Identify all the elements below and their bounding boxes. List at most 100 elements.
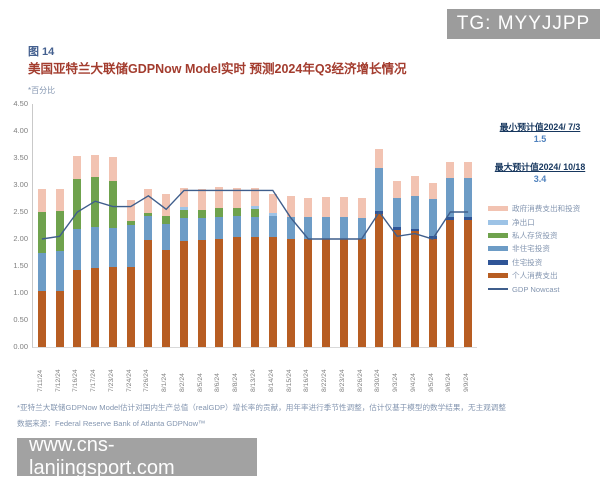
stacked-bar-8-8-24 (233, 187, 242, 347)
y-tick-label: 3.50 (13, 153, 28, 162)
gdp-nowcast-line (41, 189, 469, 240)
x-tick-label: 8/22/24 (321, 369, 329, 392)
x-axis-labels: 7/11/24 7/12/24 7/16/24 7/17/24 7/23/24 7/24/… (32, 350, 476, 392)
website-watermark: www.cns-lanjingsport.com (17, 434, 257, 479)
bar-segment (304, 239, 313, 347)
max-estimate-value: 3.4 (533, 174, 547, 184)
stacked-bar-9-3-24 (393, 181, 402, 347)
bar-segment (251, 237, 259, 347)
legend-label: 非住宅投资 (512, 244, 550, 254)
legend-label: 住宅投资 (512, 257, 543, 267)
bar-segment (410, 196, 419, 229)
bar-segment (446, 217, 455, 221)
bar-segment (393, 181, 402, 198)
bar-segment (108, 267, 117, 347)
bar-segment (322, 196, 331, 218)
bar-segment (126, 220, 135, 226)
bar-segment (197, 210, 206, 218)
bar-segment (197, 239, 206, 347)
bar-segment (410, 228, 419, 232)
bar-segment (322, 239, 331, 347)
bar-segment (428, 236, 437, 239)
figure-number: 图 14 (28, 46, 55, 58)
bar-segment (73, 156, 82, 179)
bar-segment (55, 251, 64, 292)
legend-label: 私人存货投资 (512, 230, 558, 240)
bar-segment (393, 197, 402, 228)
bar-segment (464, 178, 473, 218)
stacked-bar-7-12-24 (55, 188, 64, 347)
bar-segment (251, 216, 259, 238)
y-tick-label: 4.50 (13, 99, 28, 108)
bar-segment (215, 238, 224, 347)
stacked-bar-8-23-24 (339, 196, 348, 347)
bar-segment (322, 217, 331, 239)
bar-segment (73, 270, 82, 347)
y-tick-label: 3.00 (13, 180, 28, 189)
stacked-bar-8-6-24 (215, 187, 224, 347)
x-tick-label: 7/24/24 (125, 369, 133, 392)
bar-segment (446, 162, 455, 179)
bar-segment (410, 176, 419, 197)
x-tick-label: 7/11/24 (36, 369, 44, 392)
x-tick-label: 8/5/24 (196, 373, 204, 392)
bar-segment (357, 239, 366, 347)
bar-segment (197, 189, 206, 211)
legend-color-swatch (488, 246, 508, 252)
bar-segment (286, 238, 295, 347)
stacked-bar-8-15-24 (286, 196, 295, 347)
y-tick-label: 0.50 (13, 315, 28, 324)
legend-color-swatch (488, 206, 508, 212)
bar-segment (144, 215, 153, 240)
stacked-bar-9-6-24 (446, 162, 455, 347)
x-tick-label: 7/12/24 (54, 369, 62, 392)
x-tick-label: 7/17/24 (90, 369, 98, 392)
bar-segment (233, 237, 242, 347)
max-estimate-label: 最大预计值2024/ 10/18 (494, 162, 586, 172)
legend-label: 个人消费支出 (512, 271, 558, 281)
bar-segment (375, 148, 384, 169)
bar-segment (144, 212, 153, 216)
x-tick-label: 8/16/24 (303, 369, 311, 392)
stacked-bar-8-16-24 (304, 197, 313, 347)
stacked-bar-7-11-24 (37, 188, 46, 347)
bar-segment (91, 177, 100, 228)
footnote: *亚特兰大联储GDPNow Model估计对国内生产总值（realGDP）增长率… (17, 403, 506, 412)
x-tick-label: 8/14/24 (267, 369, 275, 392)
x-tick-label: 8/30/24 (374, 369, 382, 392)
bar-segment (286, 196, 295, 217)
bar-segment (357, 217, 366, 239)
bar-segment (144, 188, 153, 213)
bar-segment (375, 214, 384, 347)
bar-segment (55, 188, 64, 212)
bar-segment (37, 253, 46, 292)
bar-segment (91, 227, 100, 268)
bar-segment (464, 220, 473, 347)
stacked-bar-7-23-24 (108, 156, 117, 347)
chart-title: 美国亚特兰大联储GDPNow Model实时 预测2024年Q3经济增长情况 (28, 62, 407, 76)
bar-segment (126, 199, 135, 221)
min-estimate-value: 1.5 (533, 134, 547, 144)
stacked-bar-8-22-24 (322, 196, 331, 347)
bar-segment (251, 206, 259, 209)
gdpnow-stacked-bar-chart (32, 104, 477, 348)
bar-segment (446, 178, 455, 218)
x-tick-label: 7/23/24 (107, 369, 115, 392)
bar-segment (339, 238, 348, 347)
legend-color-swatch (488, 259, 508, 265)
legend-item: 个人消费支出 (488, 269, 600, 282)
legend-label: 净出口 (512, 217, 535, 227)
bar-segment (428, 239, 437, 347)
legend-label: 政府消费支出和投资 (512, 204, 581, 214)
bar-segment (428, 182, 437, 200)
y-tick-label: 1.50 (13, 261, 28, 270)
x-tick-label: 9/9/24 (463, 373, 471, 392)
legend-line-swatch (488, 288, 508, 291)
legend-color-swatch (488, 273, 508, 279)
bar-segment (162, 215, 171, 224)
bar-segment (286, 216, 295, 239)
legend-label: GDP Nowcast (512, 284, 560, 294)
x-tick-label: 9/5/24 (427, 373, 435, 392)
bar-segment (375, 168, 384, 212)
bar-segment (73, 229, 82, 271)
